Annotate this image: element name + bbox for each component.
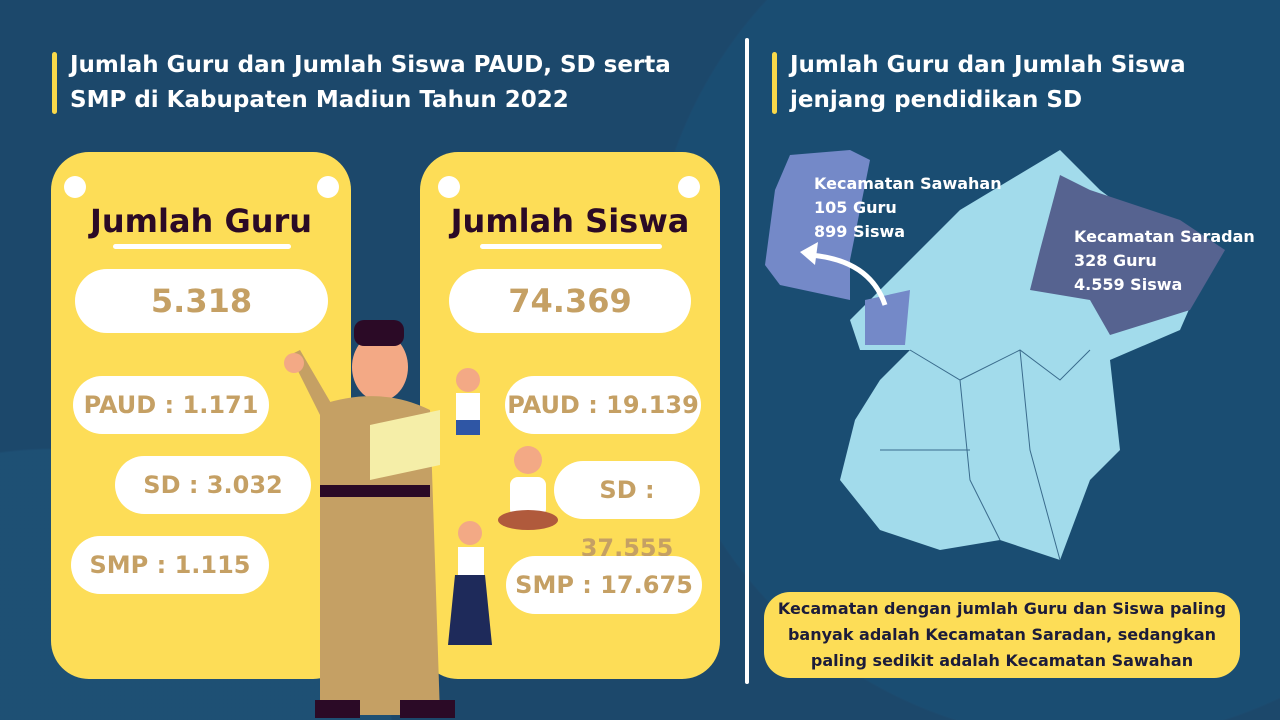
- siswa-paud: PAUD : 19.139: [505, 376, 701, 434]
- card-hole: [317, 176, 339, 198]
- saradan-label: Kecamatan Saradan 328 Guru 4.559 Siswa: [1074, 225, 1255, 297]
- guru-heading: Jumlah Guru: [89, 202, 313, 240]
- sawahan-guru: 105 Guru: [814, 198, 897, 217]
- guru-paud: PAUD : 1.171: [73, 376, 269, 434]
- sawahan-label: Kecamatan Sawahan 105 Guru 899 Siswa: [814, 172, 1002, 244]
- student-illustrations: [448, 368, 558, 645]
- divider: [745, 38, 749, 684]
- map-arrow-head: [800, 242, 818, 265]
- conclusion-box: Kecamatan dengan jumlah Guru dan Siswa p…: [764, 592, 1240, 678]
- guru-total: 5.318: [75, 269, 328, 333]
- siswa-smp: SMP : 17.675: [506, 556, 702, 614]
- map-borders: [880, 349, 1091, 561]
- card-hole: [678, 176, 700, 198]
- heading-underline: [480, 244, 662, 249]
- madiun-map: [765, 150, 1225, 561]
- map-region-sawahan: [765, 150, 910, 345]
- saradan-siswa: 4.559 Siswa: [1074, 275, 1183, 294]
- siswa-sd: SD : 37.555: [554, 461, 700, 562]
- teacher-illustration: [284, 320, 455, 718]
- guru-sd: SD : 3.032: [115, 456, 311, 514]
- guru-card: Jumlah Guru 5.318 PAUD : 1.171 SD : 3.03…: [51, 152, 351, 679]
- heading-underline: [113, 244, 291, 249]
- map-arrow: [809, 252, 888, 306]
- map-region-saradan: [1030, 175, 1225, 335]
- siswa-heading: Jumlah Siswa: [450, 202, 690, 240]
- sawahan-siswa: 899 Siswa: [814, 222, 906, 241]
- sawahan-name: Kecamatan Sawahan: [814, 174, 1002, 193]
- guru-smp: SMP : 1.115: [71, 536, 269, 594]
- saradan-name: Kecamatan Saradan: [1074, 227, 1255, 246]
- saradan-guru: 328 Guru: [1074, 251, 1157, 270]
- right-title: Jumlah Guru dan Jumlah Siswa jenjang pen…: [772, 48, 1232, 118]
- left-title: Jumlah Guru dan Jumlah Siswa PAUD, SD se…: [52, 48, 712, 118]
- card-hole: [438, 176, 460, 198]
- siswa-total: 74.369: [449, 269, 691, 333]
- card-hole: [64, 176, 86, 198]
